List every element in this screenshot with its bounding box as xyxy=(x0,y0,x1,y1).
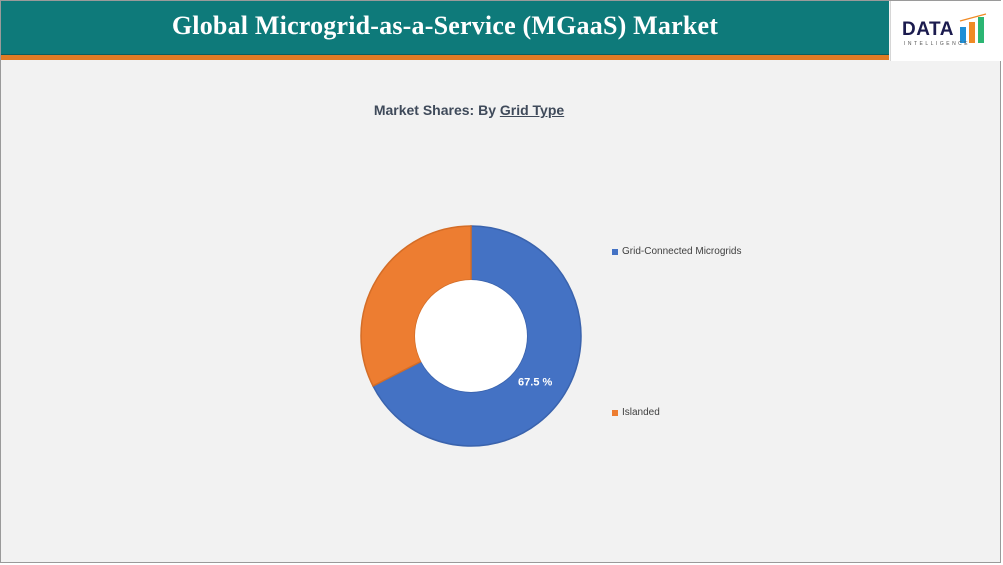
accent-bar xyxy=(1,55,889,60)
logo-subtext: INTELLIGENCE xyxy=(904,41,971,47)
legend-swatch-islanded xyxy=(612,409,618,416)
donut-hole xyxy=(415,280,527,392)
legend-item-islanded: Islanded xyxy=(612,407,660,418)
chart-title: Market Shares: By Grid Type xyxy=(1,102,937,118)
logo-bar-2 xyxy=(969,22,975,43)
logo-bar-3 xyxy=(978,17,984,43)
logo-bars-icon xyxy=(959,13,987,43)
logo-bar-1 xyxy=(960,27,966,43)
logo: DATA INTELLIGENCE xyxy=(890,1,1002,61)
legend-label-grid-connected: Grid-Connected Microgrids xyxy=(622,246,742,257)
header-bar: Global Microgrid-as-a-Service (MGaaS) Ma… xyxy=(1,1,889,55)
page-title: Global Microgrid-as-a-Service (MGaaS) Ma… xyxy=(171,11,719,40)
legend-swatch-grid-connected xyxy=(612,248,618,255)
chart-title-prefix: Market Shares: By xyxy=(373,102,500,118)
donut-chart: 67.5 % xyxy=(360,225,582,447)
data-label-grid-connected: 67.5 % xyxy=(518,376,552,388)
legend-item-grid-connected: Grid-Connected Microgrids xyxy=(612,246,742,257)
chart-title-underlined: Grid Type xyxy=(499,102,565,118)
logo-arrow xyxy=(959,13,987,22)
legend-label-islanded: Islanded xyxy=(622,407,660,418)
logo-text: DATA xyxy=(902,19,954,40)
